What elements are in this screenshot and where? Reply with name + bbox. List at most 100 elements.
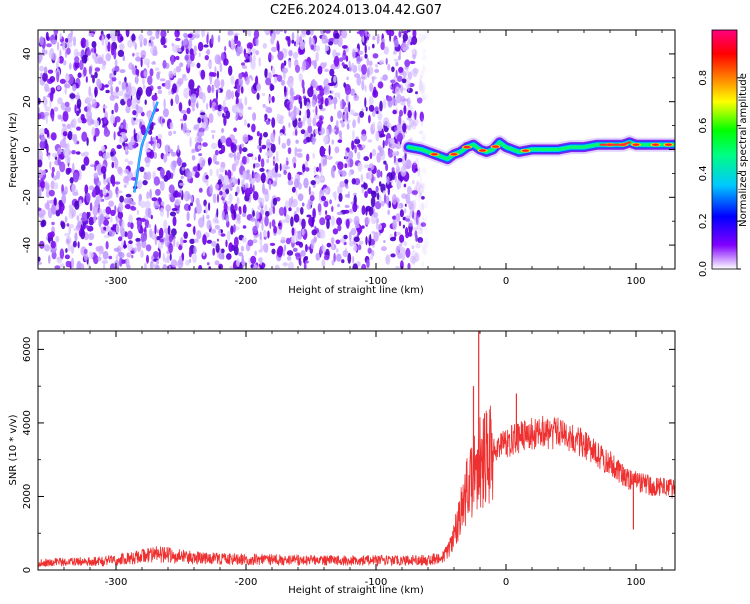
noise-blob (67, 41, 70, 49)
noise-blob (57, 147, 62, 156)
noise-blob (221, 210, 225, 221)
noise-blob (212, 247, 216, 256)
noise-blob (100, 166, 107, 174)
noise-blob (56, 61, 59, 70)
noise-blob (280, 79, 286, 86)
noise-blob (88, 185, 95, 191)
noise-blob (62, 40, 66, 51)
noise-blob (59, 248, 65, 260)
noise-blob (85, 219, 89, 225)
signal-hotspot (652, 143, 659, 146)
noise-blob (220, 248, 225, 254)
noise-blob (113, 131, 116, 141)
noise-blob (94, 67, 101, 72)
noise-blob (65, 167, 71, 175)
noise-blob (396, 75, 403, 82)
noise-blob (180, 110, 187, 114)
noise-blob (410, 120, 417, 130)
noise-blob (170, 151, 177, 157)
noise-blob (421, 167, 427, 175)
noise-blob (336, 253, 342, 262)
spectrogram-signal-track (401, 135, 675, 167)
noise-blob (179, 236, 184, 246)
noise-blob (147, 207, 152, 219)
noise-blob (269, 83, 274, 92)
noise-blob (368, 96, 374, 107)
noise-blob (330, 63, 337, 71)
noise-blob (394, 265, 401, 269)
noise-blob (122, 134, 128, 141)
noise-blob (106, 151, 111, 159)
noise-blob (154, 224, 157, 235)
noise-blob (147, 75, 153, 86)
noise-blob (228, 65, 233, 76)
noise-blob (190, 93, 197, 104)
noise-blob (186, 128, 191, 137)
noise-blob (94, 162, 97, 172)
noise-blob (275, 30, 281, 35)
noise-blob (369, 254, 374, 261)
noise-blob (422, 30, 429, 39)
noise-blob (303, 177, 309, 189)
noise-blob (39, 36, 44, 46)
noise-blob (204, 55, 209, 61)
noise-blob (53, 30, 58, 36)
noise-blob (198, 153, 203, 157)
noise-blob (378, 59, 384, 65)
noise-blob (265, 210, 270, 217)
noise-blob (98, 203, 101, 210)
noise-blob (221, 128, 225, 133)
noise-blob (338, 169, 343, 175)
noise-blob (420, 222, 427, 227)
noise-blob (155, 188, 161, 196)
noise-blob (219, 62, 223, 73)
noise-blob (156, 71, 161, 80)
noise-blob (367, 247, 372, 254)
noise-blob (403, 183, 407, 188)
noise-blob (214, 66, 217, 73)
noise-blob (423, 158, 427, 162)
noise-blob (142, 84, 146, 90)
noise-blob (146, 254, 149, 264)
noise-blob (172, 44, 178, 53)
noise-blob (398, 30, 402, 38)
noise-blob (354, 48, 359, 53)
noise-blob (216, 168, 219, 177)
noise-blob (413, 258, 417, 263)
noise-blob (51, 113, 55, 122)
noise-blob (202, 234, 207, 246)
noise-blob (136, 106, 144, 114)
noise-blob (77, 72, 82, 78)
noise-blob (258, 249, 263, 253)
noise-blob (269, 221, 272, 229)
noise-blob (333, 55, 340, 67)
noise-blob (419, 193, 423, 199)
noise-blob (370, 196, 376, 208)
noise-blob (243, 119, 247, 127)
noise-blob (291, 39, 295, 44)
noise-blob (83, 248, 88, 255)
noise-blob (242, 30, 245, 33)
noise-blob (422, 66, 427, 74)
spectrogram-streak (132, 101, 159, 193)
noise-blob (342, 101, 347, 107)
noise-blob (177, 144, 180, 153)
noise-blob (368, 114, 371, 124)
noise-blob (87, 102, 92, 112)
noise-blob (138, 118, 144, 123)
noise-blob (295, 43, 298, 48)
noise-blob (352, 255, 355, 264)
noise-blob (93, 135, 97, 142)
noise-blob (185, 259, 190, 266)
noise-blob (304, 131, 309, 137)
noise-blob (400, 165, 407, 177)
noise-blob (94, 46, 97, 55)
noise-blob (51, 204, 57, 215)
noise-blob (290, 216, 294, 227)
noise-blob (383, 193, 387, 204)
noise-blob (179, 62, 184, 68)
noise-blob (424, 237, 429, 248)
noise-blob (105, 206, 112, 215)
noise-blob (424, 226, 429, 237)
noise-blob (164, 257, 167, 264)
